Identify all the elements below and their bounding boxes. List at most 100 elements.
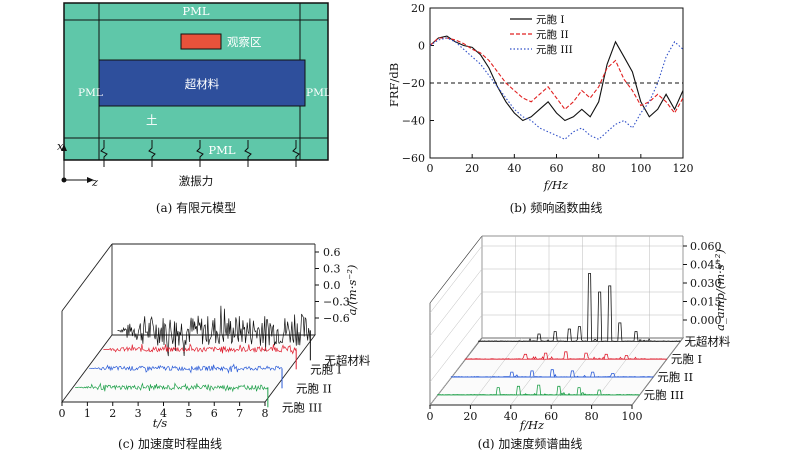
spec-ylabel: a_amp/(m·s⁻²) xyxy=(713,249,727,331)
panel-b-frf-chart: 0 20 40 60 80 100 120 20 0 −20 −40 −60 元胞 I 元胞 II 元… xyxy=(387,2,694,215)
spec-grid-line xyxy=(551,337,603,406)
legend-cell-2: 元胞 II xyxy=(536,29,569,41)
excitation-label: 激振力 xyxy=(179,174,214,188)
spec-xtick-label: 0 xyxy=(427,410,434,423)
spec-xtick-label: 100 xyxy=(622,410,643,423)
axis-z-label: z xyxy=(91,175,99,189)
time-xtick-label: 8 xyxy=(262,407,269,420)
time-xlabel: t/s xyxy=(153,416,167,430)
frf-ytick-label: −40 xyxy=(402,115,425,128)
frf-ytick-label: 0 xyxy=(418,40,425,53)
time-series-line-2 xyxy=(103,343,297,355)
frf-xtick-label: 100 xyxy=(630,162,651,175)
spec-series-label-4: 元胞 III xyxy=(644,388,684,402)
spec-ztick-label: 0.000 xyxy=(690,314,722,327)
spec-series-label-2: 元胞 I xyxy=(671,352,702,366)
spec-grid-line xyxy=(429,291,483,360)
frf-ytick-label: 20 xyxy=(411,2,425,15)
soil-label: 土 xyxy=(146,113,158,127)
time-ylabel: a/(m·s⁻²) xyxy=(345,265,359,316)
time-xtick-label: 7 xyxy=(236,407,243,420)
frf-xtick-label: 20 xyxy=(465,162,479,175)
legend-cell-3: 元胞 III xyxy=(536,44,573,56)
spec-grid-line xyxy=(510,337,562,406)
time-xtick-label: 5 xyxy=(185,407,192,420)
caption-a: (a) 有限元模型 xyxy=(156,201,236,215)
time-xtick-label: 6 xyxy=(211,407,218,420)
spec-grid-line xyxy=(429,337,482,406)
frf-series-group xyxy=(429,35,684,140)
spec-grid-line xyxy=(470,337,522,406)
time-history-box xyxy=(61,243,316,403)
metamaterial-label: 超材料 xyxy=(185,77,220,91)
frf-xtick-label: 60 xyxy=(550,162,564,175)
excitation-springs xyxy=(100,140,300,167)
frf-xtick-label: 0 xyxy=(427,162,434,175)
frf-xtick-label: 120 xyxy=(673,162,694,175)
spec-xlabel: f/Hz xyxy=(519,418,545,432)
time-series-line-3 xyxy=(89,363,283,374)
spectrum-box xyxy=(429,235,684,406)
time-ztick-label: −0.6 xyxy=(323,312,350,325)
observation-region xyxy=(180,33,222,50)
frf-series-line-1 xyxy=(429,35,684,122)
frf-ylabel: FRF/dB xyxy=(387,63,401,107)
spec-grid-line xyxy=(631,337,684,406)
spec-grid-line xyxy=(429,268,483,337)
spec-series-label-3: 元胞 II xyxy=(657,370,693,384)
spec-ztick-label: 0.015 xyxy=(690,296,722,309)
frf-legend: 元胞 I 元胞 II 元胞 III xyxy=(510,14,573,56)
spec-ztick-label: 0.045 xyxy=(690,259,722,272)
pml-bottom-label: PML xyxy=(208,143,236,157)
frf-series-line-3 xyxy=(429,37,684,140)
caption-c: (c) 加速度时程曲线 xyxy=(118,436,222,451)
frf-xlabel: f/Hz xyxy=(543,178,569,192)
frf-axes: 0 20 40 60 80 100 120 20 0 −20 −40 −60 xyxy=(402,2,694,175)
frf-xtick-label: 80 xyxy=(592,162,606,175)
time-series-label-1: 无超材料 xyxy=(324,353,370,367)
time-xtick-label: 3 xyxy=(135,407,142,420)
axis-x-label: x xyxy=(57,139,64,153)
time-ztick-label: 0.3 xyxy=(323,263,341,276)
time-series-label-2: 元胞 I xyxy=(310,362,341,376)
pml-left-label: PML xyxy=(78,87,103,99)
time-series-line-1 xyxy=(117,305,311,357)
time-xtick-label: 4 xyxy=(160,407,167,420)
pml-top-label: PML xyxy=(182,4,210,18)
frf-series-line-2 xyxy=(429,37,684,115)
panel-a-finite-element-model: PML 观察区 超材料 土 PML PML PML x z 激振力 (a) 有限… xyxy=(57,2,331,215)
time-xtick-label: 1 xyxy=(84,407,91,420)
time-ztick-label: 0.6 xyxy=(323,246,341,259)
spec-xtick-label: 60 xyxy=(544,410,558,423)
legend-cell-1: 元胞 I xyxy=(536,14,565,26)
time-series-line-4 xyxy=(75,382,269,393)
spec-grid-line xyxy=(591,337,643,406)
spec-series-label-1: 无超材料 xyxy=(684,334,730,348)
observation-label: 观察区 xyxy=(227,35,262,49)
frf-xtick-label: 40 xyxy=(507,162,521,175)
time-series-label-3: 元胞 II xyxy=(296,381,332,395)
time-history-axes: 0 1 2 3 4 5 6 7 8 0.6 0.3 0.0 −0.3 −0.6 xyxy=(59,246,350,420)
time-ztick-label: 0.0 xyxy=(323,279,341,292)
spec-ztick-label: 0.060 xyxy=(690,240,722,253)
spec-grid-line xyxy=(429,314,483,383)
spec-xtick-label: 40 xyxy=(504,410,518,423)
time-xtick-label: 2 xyxy=(109,407,116,420)
pml-right-label: PML xyxy=(306,87,331,99)
spectrum-grid xyxy=(429,236,684,406)
spec-xtick-label: 80 xyxy=(585,410,599,423)
frf-ytick-label: −20 xyxy=(402,77,425,90)
metamaterial-region xyxy=(98,59,306,107)
caption-d: (d) 加速度频谱曲线 xyxy=(478,436,583,451)
time-xtick-label: 0 xyxy=(59,407,66,420)
spec-xtick-label: 20 xyxy=(463,410,477,423)
spec-grid-line xyxy=(429,245,483,314)
coordinate-axes: x z xyxy=(57,139,99,189)
frf-ytick-label: −60 xyxy=(402,152,425,165)
spectrum-axes: 0 20 40 60 80 100 0.060 0.045 0.030 0.015 0.000 xyxy=(427,240,722,423)
